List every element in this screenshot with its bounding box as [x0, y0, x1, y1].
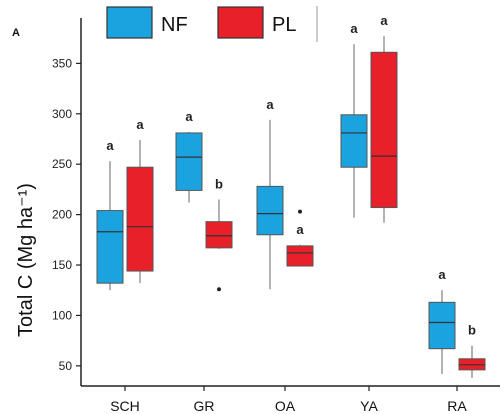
iqr-box	[256, 185, 284, 236]
box-pl-ra: b	[458, 323, 486, 378]
significance-letter: a	[136, 117, 144, 132]
iqr-box	[96, 210, 124, 284]
significance-letter: a	[106, 138, 114, 153]
iqr-box	[370, 51, 398, 209]
box-pl-sch: a	[126, 117, 154, 284]
y-axis-label: Total C (Mg ha⁻¹)	[15, 183, 37, 337]
box-nf-oa: a	[256, 97, 284, 290]
outlier-point	[298, 209, 302, 214]
box-nf-gr: a	[175, 109, 203, 203]
y-tick-label: 150	[52, 258, 72, 272]
box-pl-gr: b	[205, 176, 233, 292]
y-tick-label: 350	[52, 56, 72, 70]
significance-letter: a	[266, 97, 274, 112]
iqr-box	[205, 221, 233, 249]
legend-label-pl: PL	[272, 14, 296, 36]
outlier-point	[217, 287, 221, 292]
panel-letter: A	[12, 27, 20, 39]
series-nf: a a a a a	[96, 21, 456, 374]
box-pl-ya: a	[370, 13, 398, 223]
x-tick-label: SCH	[110, 398, 140, 414]
x-tick-label: GR	[194, 398, 215, 414]
x-tick-label: RA	[447, 398, 467, 414]
iqr-box	[428, 301, 456, 350]
iqr-box	[126, 166, 154, 272]
significance-letter: a	[296, 222, 304, 237]
x-tick-label: YA	[360, 398, 378, 414]
legend-swatch-pl	[217, 6, 264, 39]
legend: NF PL	[106, 6, 318, 42]
series-pl: a b a a b	[126, 13, 486, 378]
significance-letter: b	[468, 323, 476, 338]
iqr-box	[286, 245, 314, 267]
y-tick-label: 200	[52, 208, 72, 222]
x-axis-ticks: SCH GR OA YA RA	[110, 386, 467, 414]
box-nf-ya: a	[340, 21, 368, 218]
box-pl-oa: a	[286, 209, 314, 267]
significance-letter: a	[380, 13, 388, 28]
significance-letter: a	[185, 109, 193, 124]
y-axis-ticks: 50 100 150 200 250 300 350	[52, 56, 81, 373]
y-tick-label: 50	[59, 359, 73, 373]
significance-letter: a	[438, 267, 446, 282]
legend-swatch-nf	[106, 6, 153, 39]
significance-letter: a	[350, 21, 358, 36]
y-tick-label: 250	[52, 157, 72, 171]
box-nf-ra: a	[428, 267, 456, 374]
box-nf-sch: a	[96, 138, 124, 291]
legend-label-nf: NF	[161, 14, 188, 36]
y-tick-label: 300	[52, 107, 72, 121]
y-tick-label: 100	[52, 308, 72, 322]
box-plot-series: a a a a a a b a a b	[96, 13, 486, 378]
x-tick-label: OA	[275, 398, 296, 414]
iqr-box	[175, 132, 203, 191]
significance-letter: b	[215, 176, 223, 191]
iqr-box	[340, 114, 368, 168]
